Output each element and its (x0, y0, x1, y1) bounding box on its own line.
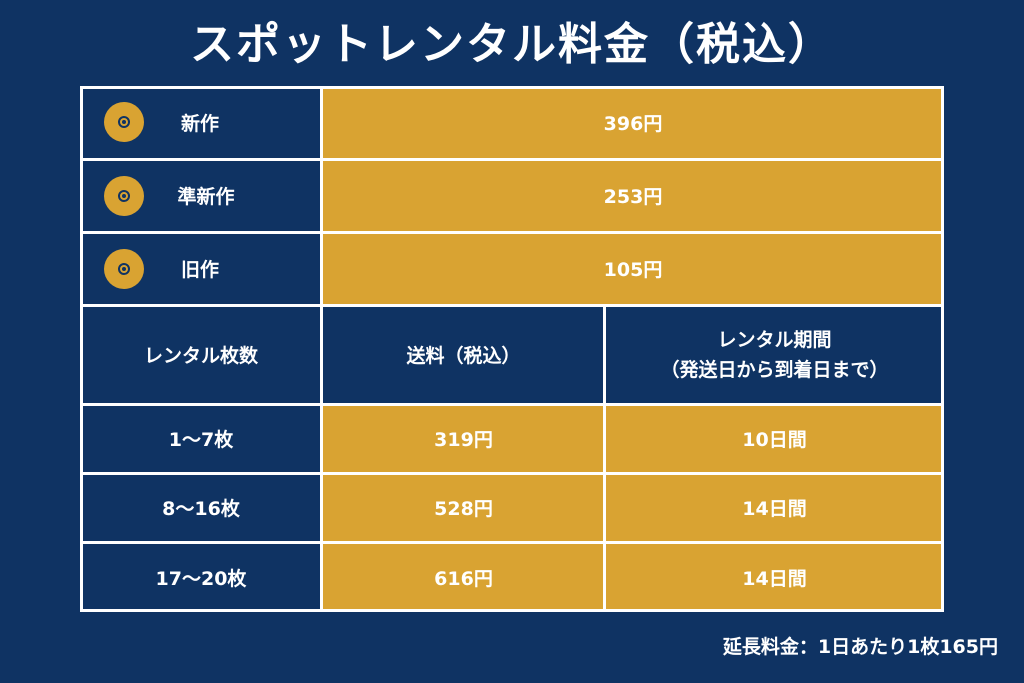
row-divider (80, 472, 944, 475)
shipping-count: 8〜16枚 (80, 473, 322, 542)
row-divider (80, 541, 944, 544)
price-value-new: 396円 (322, 86, 944, 159)
row-divider (80, 304, 944, 307)
disc-icon (104, 102, 144, 142)
disc-icon (104, 176, 144, 216)
extension-fee-note: 延長料金：1日あたり1枚165円 (722, 636, 998, 658)
shipping-fee: 616円 (322, 542, 605, 612)
shipping-fee: 528円 (322, 473, 605, 542)
header-period-line2: （発送日から到着日まで） (660, 358, 889, 381)
column-divider (320, 86, 323, 612)
price-value-old: 105円 (322, 232, 944, 305)
shipping-count: 1〜7枚 (80, 404, 322, 473)
page-title: スポットレンタル料金（税込） (190, 19, 834, 70)
header-period: レンタル期間 （発送日から到着日まで） (605, 305, 944, 404)
row-divider (80, 403, 944, 406)
price-label-semi-new: 準新作 (177, 186, 235, 208)
price-label-new: 新作 (180, 113, 219, 135)
row-divider (80, 158, 944, 161)
price-label-old: 旧作 (180, 259, 219, 281)
header-period-line1: レンタル期間 (717, 328, 832, 351)
shipping-period: 10日間 (605, 404, 944, 473)
column-divider (603, 304, 606, 612)
shipping-count: 17〜20枚 (80, 542, 322, 612)
shipping-period: 14日間 (605, 473, 944, 542)
disc-icon (104, 249, 144, 289)
header-count: レンタル枚数 (80, 305, 322, 404)
row-divider (80, 231, 944, 234)
price-value-semi-new: 253円 (322, 159, 944, 232)
shipping-fee: 319円 (322, 404, 605, 473)
shipping-period: 14日間 (605, 542, 944, 612)
header-fee: 送料（税込） (322, 305, 605, 404)
